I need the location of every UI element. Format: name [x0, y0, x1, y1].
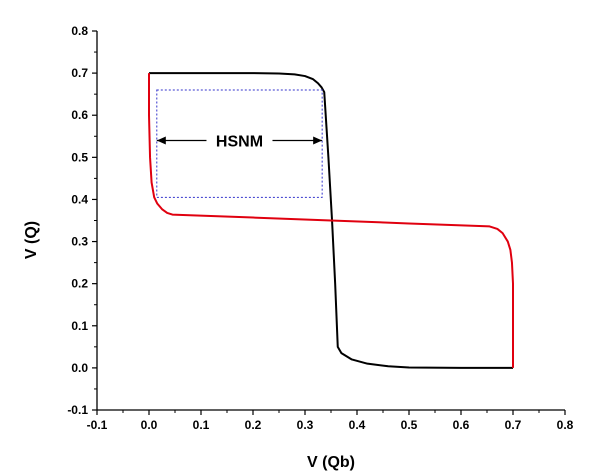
y-tick-label: 0.4 — [71, 192, 88, 206]
x-tick-label: 0.0 — [141, 418, 158, 432]
y-tick-label: 0.5 — [71, 150, 88, 164]
x-axis-ticks: -0.1 0.0 0.1 0.2 0.3 0.4 0.5 0.6 0.7 0.8 — [87, 410, 574, 432]
y-tick-label: 0.1 — [71, 319, 88, 333]
x-tick-label: 0.4 — [349, 418, 366, 432]
x-tick-label: 0.7 — [505, 418, 522, 432]
y-axis-title: V (Q) — [23, 221, 40, 259]
series-line-black — [149, 72, 513, 369]
arrow-left-icon — [156, 136, 166, 145]
x-tick-label: 0.1 — [193, 418, 210, 432]
x-tick-label: 0.6 — [453, 418, 470, 432]
y-tick-label: 0.6 — [71, 108, 88, 122]
x-tick-label: -0.1 — [87, 418, 108, 432]
series-line-red — [148, 73, 514, 368]
y-axis-ticks: -0.1 0.0 0.1 0.2 0.3 0.4 0.5 0.6 0.7 0.8 — [67, 24, 97, 417]
x-tick-label: 0.5 — [401, 418, 418, 432]
y-tick-label: 0.2 — [71, 277, 88, 291]
x-tick-label: 0.2 — [245, 418, 262, 432]
x-tick-label: 0.8 — [557, 418, 574, 432]
arrow-right-icon — [313, 136, 323, 145]
y-tick-label: 0.8 — [71, 24, 88, 38]
y-tick-label: 0.3 — [71, 235, 88, 249]
x-tick-label: 0.3 — [297, 418, 314, 432]
annotation-layer: HSNM — [156, 89, 323, 198]
series-layer — [148, 72, 514, 369]
y-tick-label: 0.7 — [71, 66, 88, 80]
y-tick-label: 0.0 — [71, 361, 88, 375]
hsnm-label: HSNM — [216, 133, 263, 150]
y-tick-label: -0.1 — [67, 403, 88, 417]
x-axis-title: V (Qb) — [307, 454, 355, 471]
